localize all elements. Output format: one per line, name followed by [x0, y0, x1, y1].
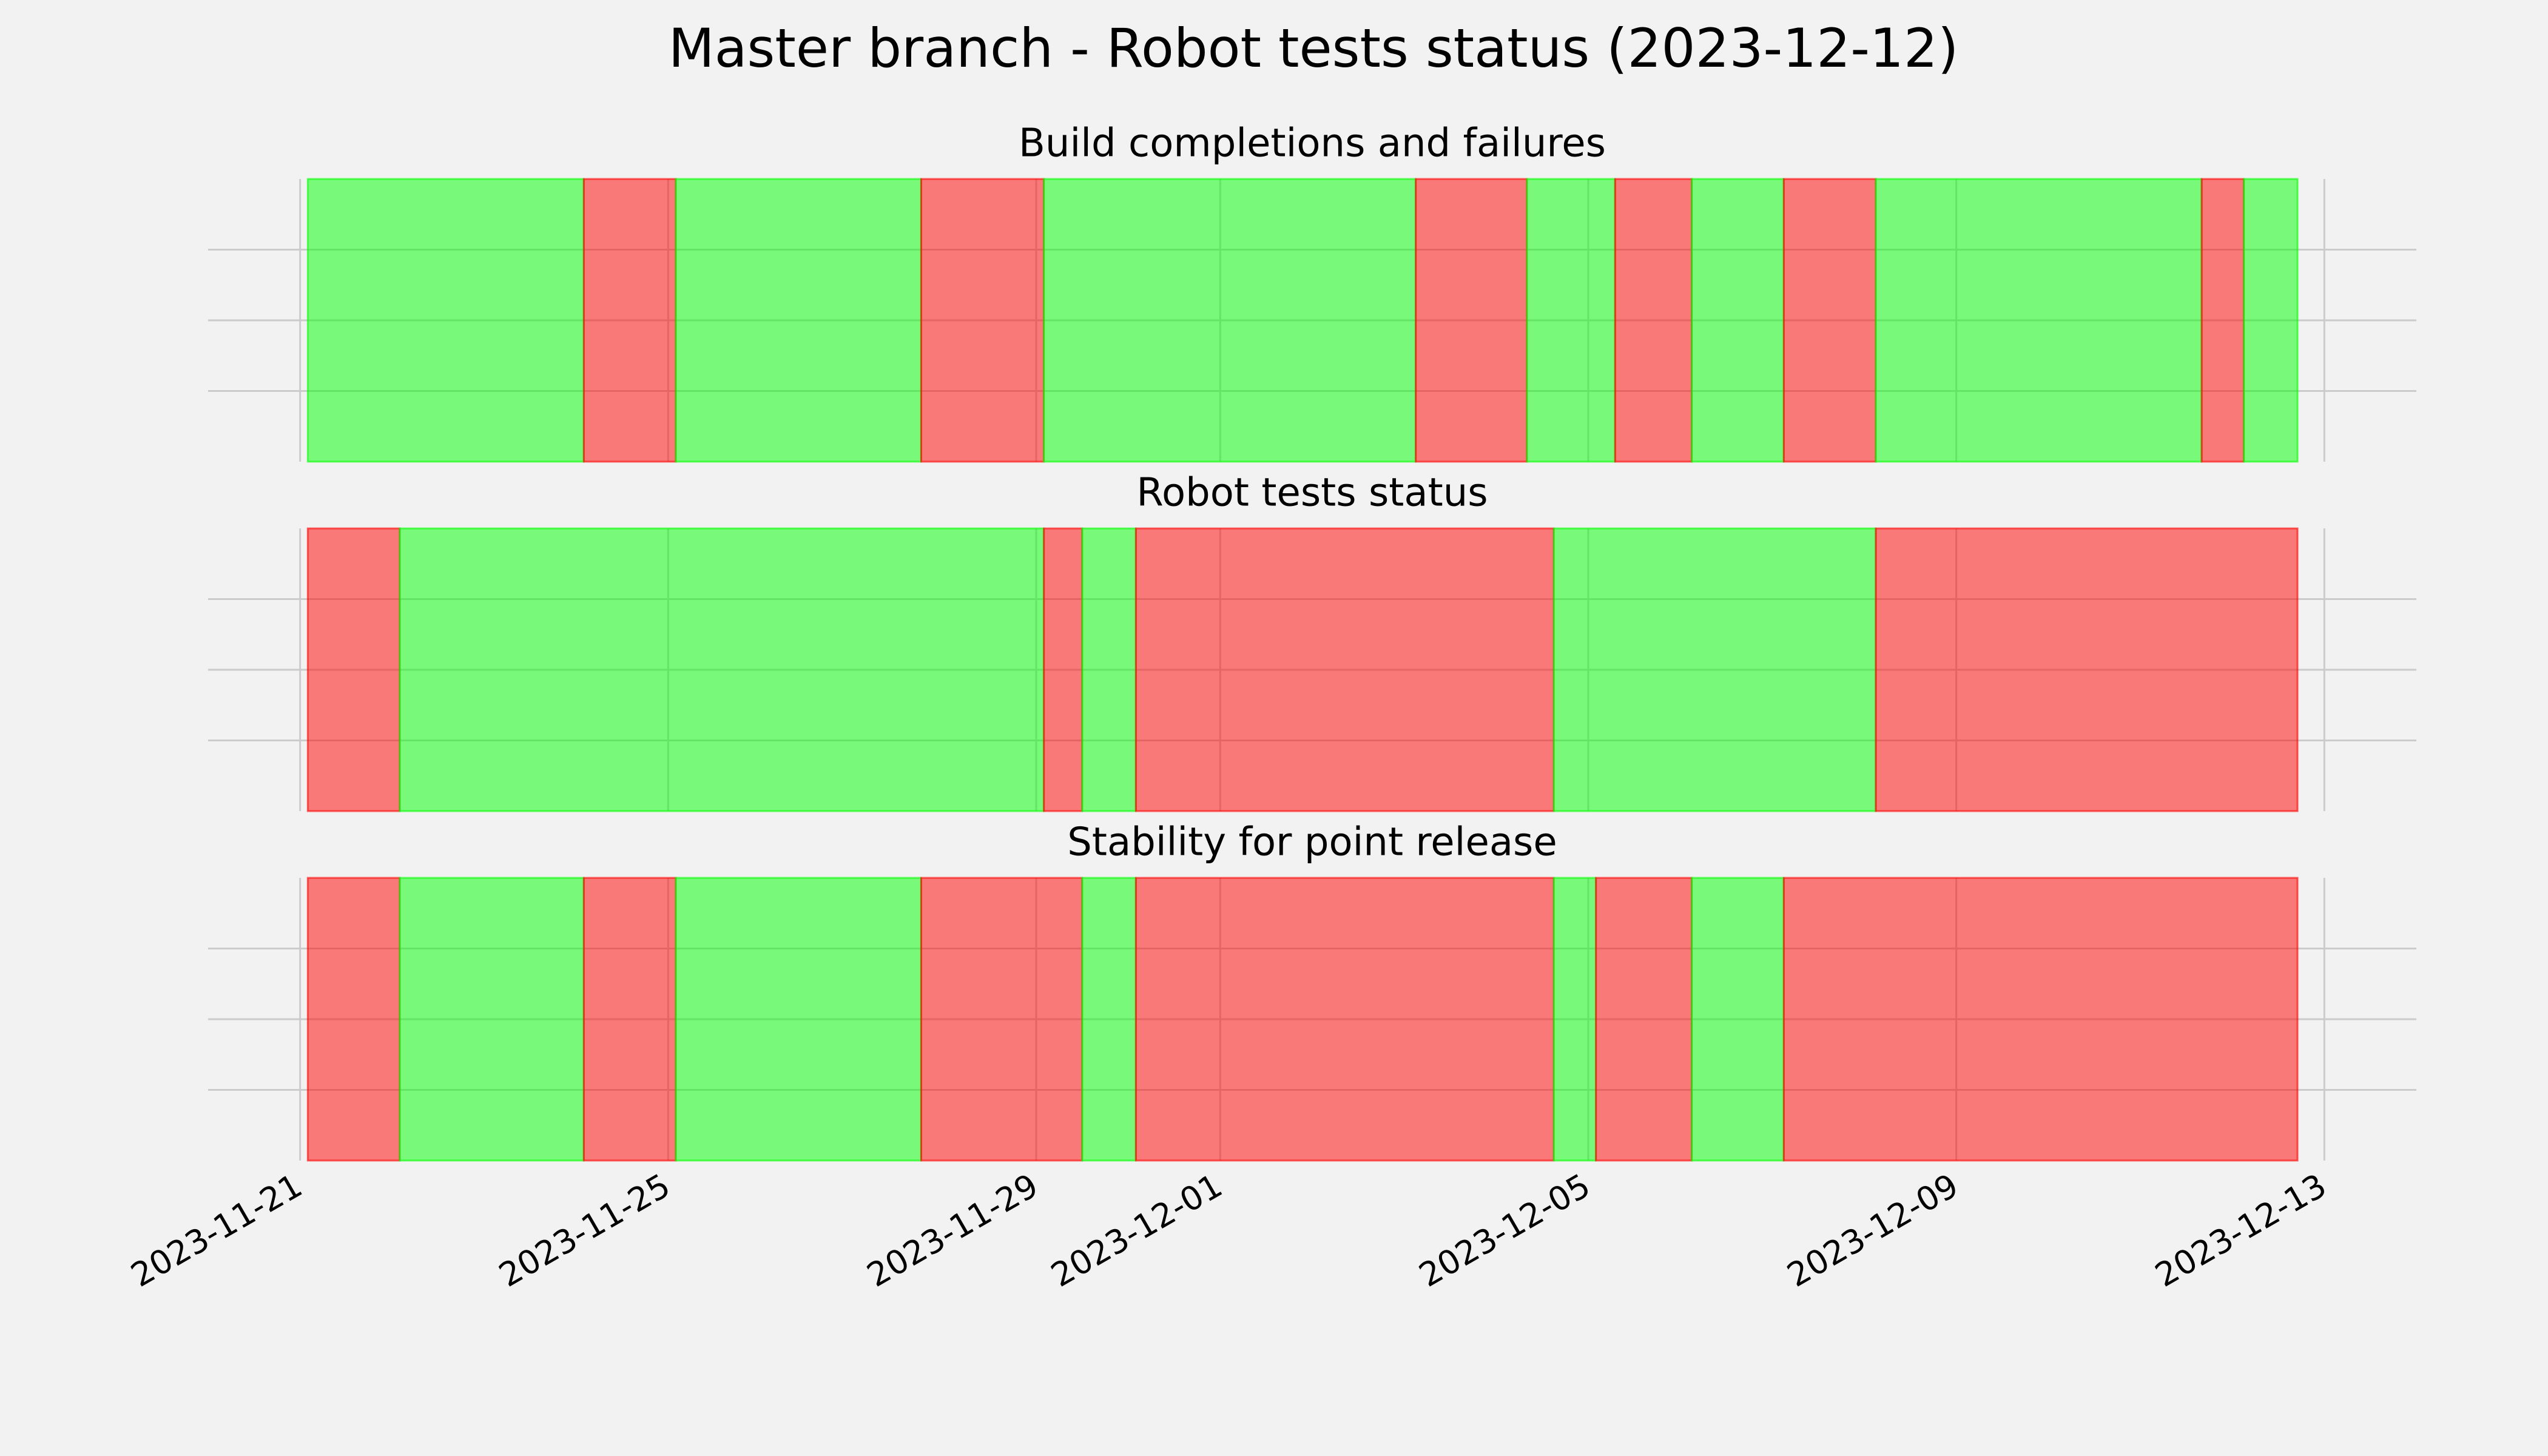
status-segment	[1134, 877, 1555, 1162]
panel-title: Robot tests status	[1136, 471, 1488, 516]
status-segment	[675, 877, 922, 1162]
status-segment	[1552, 877, 1597, 1162]
status-segment	[1595, 877, 1693, 1162]
status-segment	[1552, 527, 1877, 812]
status-segment	[1081, 877, 1137, 1162]
status-segment	[1614, 178, 1693, 463]
status-segment	[1875, 527, 2299, 812]
status-segment	[1691, 178, 1785, 463]
status-segment	[399, 877, 585, 1162]
status-segment	[306, 877, 401, 1162]
status-segment	[1134, 527, 1555, 812]
status-segment	[1043, 178, 1417, 463]
status-segment	[399, 527, 1045, 812]
status-segment	[2200, 178, 2245, 463]
status-segment	[306, 527, 401, 812]
status-segment	[1782, 877, 2299, 1162]
status-segment	[1875, 178, 2203, 463]
status-segment	[675, 178, 922, 463]
status-segment	[1081, 527, 1137, 812]
status-segment	[582, 877, 677, 1162]
status-segment	[920, 178, 1045, 463]
status-segment	[2243, 178, 2299, 463]
status-segment	[582, 178, 677, 463]
panel-title: Build completions and failures	[1019, 121, 1606, 166]
status-segment	[1526, 178, 1616, 463]
status-segment	[920, 877, 1084, 1162]
status-segment	[1043, 527, 1084, 812]
status-segment	[306, 178, 585, 463]
status-segment	[1691, 877, 1785, 1162]
panel-title: Stability for point release	[1067, 820, 1557, 865]
status-segment	[1415, 178, 1528, 463]
chart-title: Master branch - Robot tests status (2023…	[669, 17, 1959, 79]
status-segment	[1782, 178, 1877, 463]
